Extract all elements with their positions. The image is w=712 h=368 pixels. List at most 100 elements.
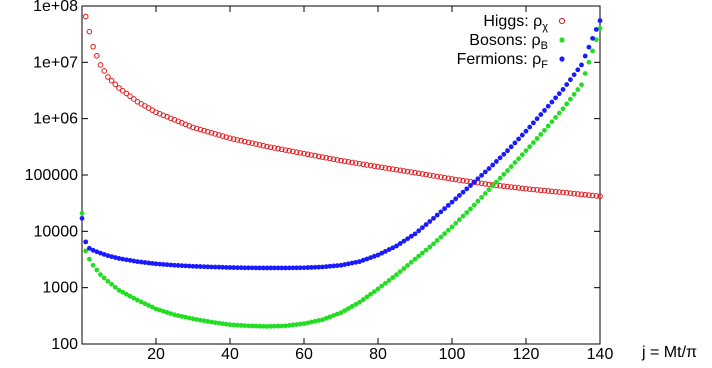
data-point: [242, 323, 248, 329]
data-point: [290, 322, 296, 328]
data-point: [190, 316, 196, 322]
data-point: [275, 323, 281, 329]
data-point: [367, 162, 374, 169]
data-point: [286, 323, 292, 328]
data-point: [164, 310, 170, 315]
data-point: [494, 159, 499, 164]
data-point: [79, 210, 85, 216]
data-point: [556, 110, 562, 116]
data-point: [508, 184, 515, 190]
data-point: [105, 253, 111, 259]
data-point: [397, 167, 404, 174]
data-point: [90, 247, 96, 253]
data-point: [94, 267, 100, 273]
data-point: [419, 171, 426, 177]
data-point: [179, 263, 185, 269]
data-point: [512, 184, 518, 191]
data-point: [526, 186, 533, 192]
data-point: [542, 108, 547, 113]
data-point: [320, 317, 325, 323]
data-point: [279, 146, 285, 153]
data-point: [405, 262, 410, 268]
data-point: [427, 172, 433, 178]
data-point: [230, 136, 237, 142]
data-point: [490, 162, 496, 168]
data-point: [312, 318, 318, 324]
data-point: [168, 262, 174, 268]
data-point: [416, 228, 422, 234]
data-point: [408, 233, 414, 239]
data-point: [164, 262, 170, 268]
data-point: [430, 173, 437, 179]
data-point: [353, 301, 359, 307]
data-point: [593, 37, 599, 43]
data-point: [527, 144, 533, 150]
data-point: [116, 256, 122, 261]
data-point: [149, 304, 155, 310]
data-point: [90, 262, 96, 268]
data-point: [105, 278, 111, 284]
y-tick-label: 1e+06: [33, 111, 78, 128]
data-point: [597, 18, 603, 24]
data-point: [312, 152, 318, 159]
data-point: [305, 320, 311, 326]
data-point: [186, 315, 192, 321]
data-point: [468, 183, 473, 188]
data-point: [312, 264, 318, 270]
data-point: [316, 318, 322, 323]
data-point: [393, 166, 400, 173]
data-point: [109, 281, 114, 287]
data-point: [494, 179, 499, 185]
data-point: [405, 236, 410, 242]
data-point: [379, 250, 385, 256]
data-point: [297, 321, 303, 327]
series-layer: [79, 13, 603, 329]
data-point: [501, 151, 507, 157]
data-point: [116, 85, 122, 91]
data-point: [279, 323, 285, 329]
data-point: [216, 264, 222, 270]
data-point: [412, 231, 418, 237]
data-point: [427, 219, 433, 224]
data-point: [112, 255, 118, 260]
data-point: [109, 254, 114, 259]
data-point: [590, 35, 595, 41]
data-point: [383, 280, 388, 286]
data-point: [212, 131, 218, 137]
data-point: [338, 157, 344, 164]
data-point: [223, 264, 229, 270]
data-point: [542, 127, 547, 133]
x-tick-label: 40: [221, 346, 239, 363]
x-axis-label: j = Mt/π: [641, 344, 697, 361]
data-point: [142, 260, 148, 265]
data-point: [519, 152, 525, 158]
data-point: [427, 244, 433, 250]
data-point: [94, 52, 100, 59]
data-point: [505, 148, 510, 154]
data-point: [468, 206, 473, 212]
data-point: [497, 182, 503, 189]
data-point: [586, 44, 592, 50]
data-point: [253, 141, 259, 147]
data-point: [135, 259, 140, 265]
data-point: [457, 217, 462, 223]
legend-marker: [559, 37, 565, 43]
data-point: [501, 171, 507, 177]
data-point: [545, 188, 552, 194]
data-point: [268, 323, 274, 329]
data-point: [190, 124, 196, 131]
data-point: [394, 243, 399, 249]
data-point: [501, 183, 507, 189]
data-point: [442, 206, 447, 212]
data-point: [227, 322, 233, 328]
data-point: [375, 163, 381, 170]
data-point: [567, 190, 574, 197]
data-point: [212, 320, 218, 326]
data-point: [304, 151, 311, 158]
data-point: [349, 159, 355, 166]
data-point: [260, 323, 266, 329]
data-point: [87, 256, 92, 262]
data-point: [401, 168, 407, 174]
data-point: [127, 93, 133, 100]
